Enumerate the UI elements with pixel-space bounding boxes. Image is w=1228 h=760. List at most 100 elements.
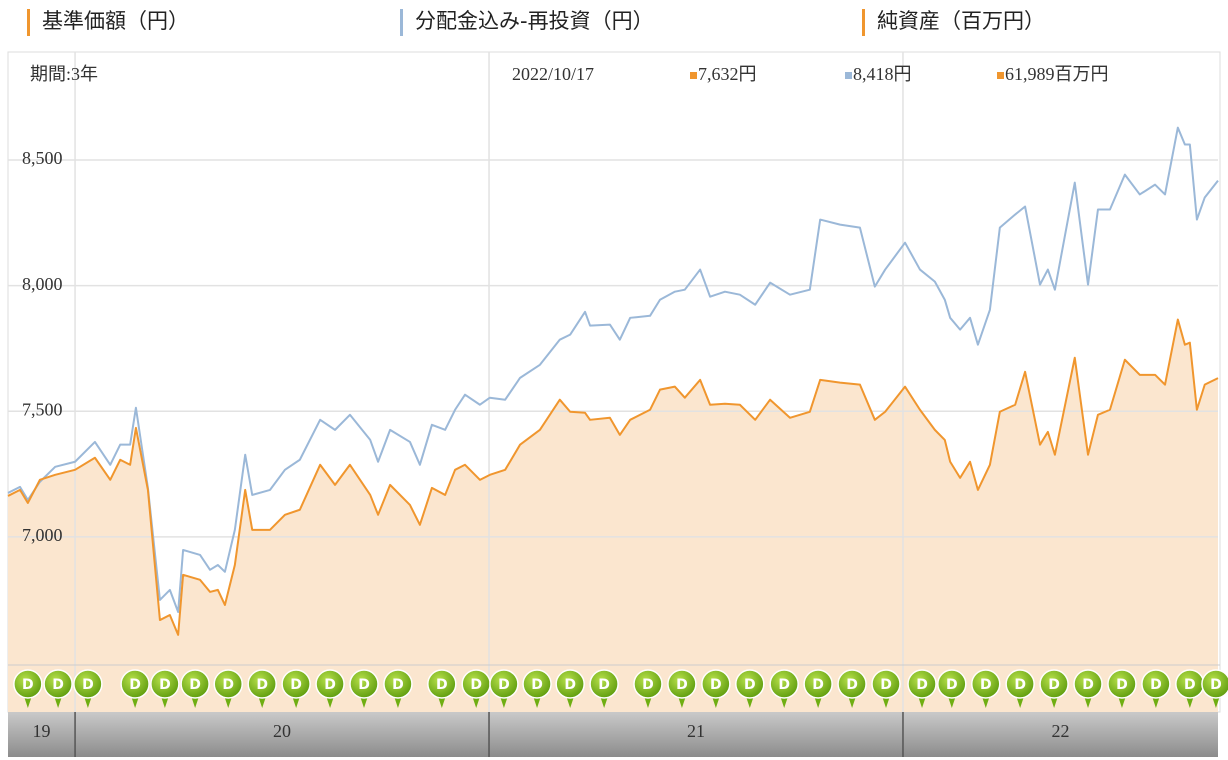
marker	[522, 669, 552, 699]
marker-label: D	[82, 677, 94, 693]
marker-label: D	[980, 677, 992, 693]
marker	[213, 669, 243, 699]
marker-label: D	[1082, 677, 1094, 693]
distribution-marker: D	[701, 669, 731, 708]
distribution-marker: D	[281, 669, 311, 708]
distribution-marker: D	[971, 669, 1001, 708]
marker-label: D	[52, 677, 64, 693]
marker-label: D	[470, 677, 482, 693]
readout-swatch	[690, 72, 697, 79]
marker	[735, 669, 765, 699]
marker	[1107, 669, 1137, 699]
legend-label: 分配金込み-再投資（円）	[415, 9, 654, 33]
marker	[1073, 669, 1103, 699]
x-tick-label: 22	[1051, 721, 1069, 741]
distribution-marker: D	[1005, 669, 1035, 708]
marker	[1005, 669, 1035, 699]
marker-label: D	[812, 677, 824, 693]
distribution-marker: D	[315, 669, 345, 708]
distribution-marker: D	[1175, 669, 1205, 708]
y-tick-label: 7,500	[22, 399, 63, 419]
series-line	[7, 318, 1219, 636]
marker	[315, 669, 345, 699]
x-band	[489, 712, 903, 757]
marker	[667, 669, 697, 699]
distribution-marker: D	[589, 669, 619, 708]
marker	[1201, 669, 1228, 699]
readout-swatch	[845, 72, 852, 79]
distribution-marker: D	[555, 669, 585, 708]
marker-label: D	[498, 677, 510, 693]
marker	[13, 669, 43, 699]
marker	[769, 669, 799, 699]
period-label: 期間:3年	[30, 64, 98, 84]
marker-label: D	[676, 677, 688, 693]
marker-label: D	[222, 677, 234, 693]
marker	[247, 669, 277, 699]
x-band	[8, 712, 76, 757]
marker-label: D	[1014, 677, 1026, 693]
legend-swatch	[27, 9, 30, 36]
marker	[1039, 669, 1069, 699]
distribution-marker: D	[1107, 669, 1137, 708]
marker-label: D	[1184, 677, 1196, 693]
marker-label: D	[531, 677, 543, 693]
marker-label: D	[642, 677, 654, 693]
distribution-marker: D	[667, 669, 697, 708]
marker-label: D	[744, 677, 756, 693]
marker-label: D	[1116, 677, 1128, 693]
readout-date: 2022/10/17	[512, 64, 594, 84]
marker-label: D	[710, 677, 722, 693]
marker	[633, 669, 663, 699]
marker	[180, 669, 210, 699]
marker-label: D	[946, 677, 958, 693]
distribution-marker: D	[461, 669, 491, 708]
plot	[7, 52, 1219, 712]
x-tick-label: 20	[273, 721, 291, 741]
legend-swatch	[400, 9, 403, 36]
marker	[803, 669, 833, 699]
marker-label: D	[916, 677, 928, 693]
x-band	[75, 712, 490, 757]
marker	[555, 669, 585, 699]
distribution-marker: D	[937, 669, 967, 708]
distribution-marker: D	[1039, 669, 1069, 708]
marker-label: D	[778, 677, 790, 693]
distribution-marker: D	[633, 669, 663, 708]
marker	[43, 669, 73, 699]
marker	[907, 669, 937, 699]
distribution-marker: D	[73, 669, 103, 708]
distribution-marker: D	[247, 669, 277, 708]
marker	[971, 669, 1001, 699]
distribution-marker: D	[1073, 669, 1103, 708]
readout-value: 8,418円	[853, 64, 912, 84]
distribution-marker: D	[1201, 669, 1228, 708]
marker	[73, 669, 103, 699]
marker	[120, 669, 150, 699]
x-tick-label: 19	[33, 721, 51, 741]
marker-label: D	[159, 677, 171, 693]
marker-label: D	[1210, 677, 1222, 693]
marker-label: D	[392, 677, 404, 693]
x-band	[902, 712, 1218, 757]
marker-label: D	[880, 677, 892, 693]
area	[8, 319, 1218, 712]
marker	[281, 669, 311, 699]
marker-label: D	[129, 677, 141, 693]
marker-label: D	[436, 677, 448, 693]
marker	[837, 669, 867, 699]
distribution-marker: D	[43, 669, 73, 708]
legend-swatch	[862, 9, 865, 36]
distribution-marker: D	[349, 669, 379, 708]
marker	[427, 669, 457, 699]
marker	[871, 669, 901, 699]
marker-label: D	[1048, 677, 1060, 693]
marker	[349, 669, 379, 699]
distribution-marker: D	[120, 669, 150, 708]
marker	[937, 669, 967, 699]
marker	[1141, 669, 1171, 699]
distribution-marker: D	[907, 669, 937, 708]
distribution-marker: D	[769, 669, 799, 708]
distribution-marker: D	[522, 669, 552, 708]
